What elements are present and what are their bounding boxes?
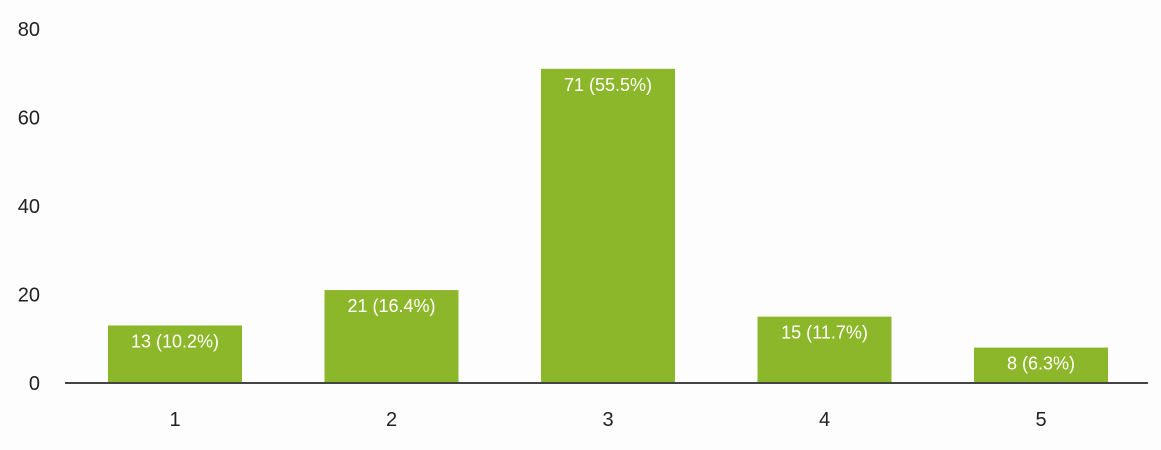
y-tick-label: 40 [18, 196, 40, 218]
y-axis-ticks: 0 20 40 60 80 [18, 19, 40, 395]
y-tick-label: 80 [18, 19, 40, 41]
x-tick-label: 1 [169, 409, 180, 431]
bar [757, 316, 892, 383]
bar [974, 347, 1108, 383]
bar-data-label: 13 (10.2%) [131, 331, 219, 351]
x-tick-label: 2 [386, 409, 397, 431]
bar [108, 325, 242, 383]
bar-data-label: 8 (6.3%) [1007, 354, 1075, 374]
bar [324, 290, 459, 383]
bar-data-label: 71 (55.5%) [564, 75, 652, 95]
x-tick-label: 3 [602, 409, 613, 431]
x-tick-label: 4 [819, 409, 830, 431]
y-tick-label: 60 [18, 108, 40, 130]
bar-data-label: 21 (16.4%) [347, 296, 435, 316]
x-tick-label: 5 [1035, 409, 1046, 431]
y-tick-label: 20 [18, 285, 40, 307]
bar [541, 68, 675, 383]
x-axis-ticks: 1 2 3 4 5 [169, 409, 1046, 431]
bars: 13 (10.2%) 21 (16.4%) 71 (55.5%) 15 (11.7%)… [108, 68, 1108, 383]
bar-data-label: 15 (11.7%) [781, 323, 868, 343]
y-tick-label: 0 [29, 373, 40, 395]
